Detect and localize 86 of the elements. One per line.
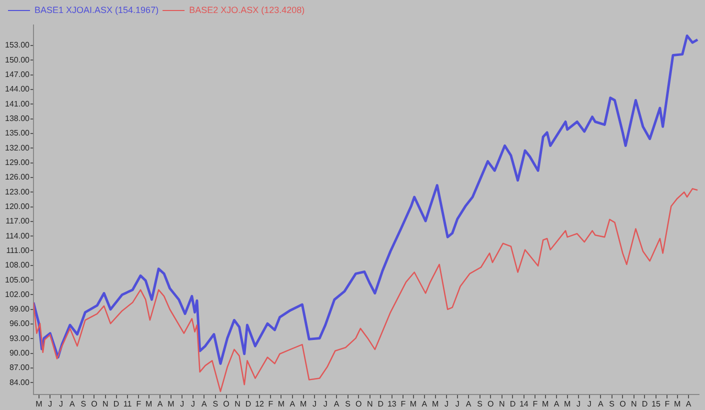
- y-tick-label: 117.00: [6, 216, 30, 226]
- x-tick-label: M: [564, 399, 572, 408]
- y-tick-label: 141.00: [5, 99, 30, 108]
- x-tick-label: J: [455, 399, 460, 408]
- x-tick-label: N: [234, 399, 241, 408]
- x-tick-label: N: [366, 399, 373, 408]
- x-tick-label: D: [642, 399, 648, 408]
- y-tick-label: 153.00: [5, 40, 30, 50]
- x-tick-label: J: [576, 399, 581, 408]
- x-tick-label: F: [268, 399, 274, 408]
- y-tick-label: 135.00: [5, 128, 30, 138]
- x-tick-label: 15: [652, 399, 661, 408]
- x-tick-label: D: [378, 399, 384, 408]
- x-tick-label: O: [223, 399, 230, 408]
- x-tick-label: O: [620, 399, 626, 408]
- x-tick-label: A: [334, 399, 340, 408]
- y-tick-label: 132.00: [5, 143, 30, 152]
- x-tick-label: J: [190, 399, 195, 408]
- x-tick-label: J: [444, 399, 449, 408]
- x-tick-label: J: [587, 399, 592, 408]
- x-tick-label: S: [80, 399, 86, 408]
- x-tick-label: A: [466, 399, 472, 408]
- y-tick-label: 99.00: [9, 304, 30, 314]
- y-tick-label: 84.00: [9, 378, 30, 387]
- x-tick-label: S: [477, 399, 482, 408]
- x-tick-label: J: [58, 399, 63, 408]
- x-tick-label: F: [532, 399, 538, 408]
- x-tick-label: M: [432, 399, 439, 408]
- x-tick-label: M: [300, 399, 307, 408]
- x-tick-label: 11: [123, 399, 132, 408]
- x-tick-label: M: [278, 399, 285, 408]
- x-tick-label: A: [202, 399, 208, 408]
- x-tick-label: J: [48, 399, 52, 408]
- x-tick-label: S: [345, 399, 350, 408]
- x-tick-label: J: [312, 399, 317, 408]
- x-tick-label: D: [245, 399, 252, 408]
- y-tick-label: 129.00: [5, 158, 30, 167]
- legend-label: BASE1 XJOAI.ASX (154.1967): [34, 4, 159, 15]
- y-tick-label: 123.00: [5, 187, 30, 196]
- x-tick-label: M: [674, 399, 681, 408]
- y-tick-label: 126.00: [5, 172, 30, 182]
- x-tick-label: N: [102, 399, 109, 408]
- x-tick-label: D: [113, 399, 120, 408]
- x-tick-label: O: [91, 399, 98, 408]
- y-tick-label: 93.00: [9, 334, 30, 343]
- x-tick-label: F: [136, 399, 142, 408]
- x-tick-label: J: [323, 399, 328, 408]
- x-tick-label: M: [146, 399, 153, 408]
- x-tick-label: M: [168, 399, 175, 408]
- y-tick-label: 111.00: [6, 246, 30, 255]
- x-tick-label: A: [422, 399, 428, 408]
- x-tick-label: A: [598, 399, 604, 408]
- x-tick-label: F: [400, 399, 406, 408]
- y-tick-label: 96.00: [9, 319, 30, 328]
- x-tick-label: M: [36, 399, 43, 408]
- x-tick-label: A: [290, 399, 296, 408]
- x-tick-label: D: [510, 399, 516, 408]
- y-tick-label: 105.00: [5, 275, 30, 284]
- x-tick-label: S: [212, 399, 218, 408]
- x-tick-label: A: [70, 399, 76, 408]
- legend-label: BASE2 XJO.ASX (123.4208): [189, 4, 305, 15]
- x-tick-label: J: [180, 399, 184, 408]
- x-tick-label: O: [488, 399, 494, 408]
- y-tick-label: 108.00: [5, 260, 30, 270]
- y-tick-label: 90.00: [9, 348, 30, 358]
- y-tick-label: 87.00: [9, 363, 30, 372]
- y-tick-label: 114.00: [6, 231, 30, 240]
- x-tick-label: 13: [387, 399, 397, 408]
- x-tick-label: F: [664, 399, 670, 408]
- y-tick-label: 102.00: [5, 290, 30, 299]
- x-tick-label: N: [631, 399, 638, 408]
- x-tick-label: A: [157, 399, 164, 408]
- x-tick-label: S: [609, 399, 614, 408]
- x-tick-label: 12: [255, 399, 265, 408]
- y-tick-label: 150.00: [5, 55, 30, 64]
- y-tick-label: 144.00: [5, 84, 30, 94]
- y-tick-label: 147.00: [5, 70, 30, 80]
- y-tick-label: 120.00: [5, 202, 30, 211]
- x-tick-label: O: [356, 399, 362, 408]
- x-tick-label: A: [686, 399, 692, 408]
- y-tick-label: 138.00: [5, 114, 30, 124]
- x-tick-label: M: [542, 399, 549, 408]
- x-tick-label: A: [554, 399, 560, 408]
- x-tick-label: N: [498, 399, 505, 408]
- x-tick-label: 14: [519, 399, 529, 408]
- x-tick-label: M: [410, 399, 417, 408]
